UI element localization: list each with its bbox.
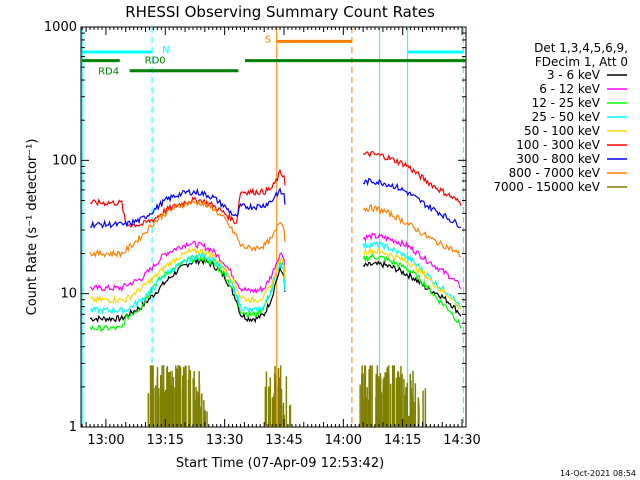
- series-line: [362, 177, 462, 229]
- series-line: [89, 240, 286, 294]
- y-tick-label: 100: [52, 153, 77, 168]
- flag-label: RD4: [98, 67, 119, 78]
- y-tick-label: 10: [60, 287, 77, 302]
- x-tick-label: 13:00: [87, 433, 124, 448]
- legend-label: 100 - 300 keV: [516, 138, 600, 152]
- series-line: [89, 199, 286, 259]
- legend-label: 300 - 800 keV: [516, 152, 600, 166]
- legend-header-line: Det 1,3,4,5,6,9,: [534, 41, 628, 55]
- flag-label: RD0: [145, 56, 166, 67]
- y-axis: 1 10 100 1000: [44, 20, 466, 435]
- series-line: [362, 253, 462, 329]
- series-line: [363, 247, 462, 310]
- legend-label: 3 - 6 keV: [547, 68, 601, 82]
- series-layer: [89, 150, 462, 427]
- flag-label: S: [265, 34, 271, 45]
- legend-label: 6 - 12 keV: [539, 82, 601, 96]
- flag-bars: N S RD0 RD4: [82, 34, 466, 78]
- series-100-300keV-group: [89, 150, 462, 228]
- legend-label: 7000 - 15000 keV: [493, 180, 600, 194]
- legend-label: 25 - 50 keV: [532, 110, 601, 124]
- x-tick-label: 14:15: [384, 433, 421, 448]
- series-800-7000keV-group: [89, 199, 461, 259]
- y-tick-label: 1: [69, 420, 77, 435]
- series-line: [89, 168, 286, 228]
- y-axis-label: Count Rate (s⁻¹ detector⁻¹): [25, 139, 40, 316]
- x-axis-label: Start Time (07-Apr-09 12:53:42): [176, 456, 384, 471]
- series-line: [362, 203, 461, 258]
- legend-label: 50 - 100 keV: [524, 124, 601, 138]
- flag-label: N: [162, 45, 169, 56]
- series-line: [362, 150, 462, 206]
- series-line: [362, 232, 462, 290]
- legend-label: 800 - 7000 keV: [509, 166, 601, 180]
- series-line: [362, 260, 462, 317]
- y-tick-label: 1000: [44, 20, 77, 35]
- x-tick-label: 14:30: [443, 433, 480, 448]
- series-line: [89, 247, 286, 304]
- series-7000-15000keV-group: [147, 365, 427, 427]
- footer-date: 14-Oct-2021 08:54: [560, 469, 636, 478]
- x-axis: 13:00 13:15 13:30 13:45 14:00 14:15 14:30: [81, 27, 481, 448]
- legend: Det 1,3,4,5,6,9,FDecim 1, Att 03 - 6 keV…: [493, 41, 628, 194]
- series-300-800keV-group: [90, 177, 462, 230]
- x-tick-label: 14:00: [325, 433, 362, 448]
- vertical-markers: [81, 27, 464, 427]
- series-6-12keV-group: [89, 232, 462, 294]
- chart-title: RHESSI Observing Summary Count Rates: [125, 3, 435, 21]
- x-tick-label: 13:15: [147, 433, 184, 448]
- series-line: [90, 187, 286, 230]
- legend-label: 12 - 25 keV: [532, 96, 601, 110]
- series-line: [89, 250, 286, 316]
- x-tick-label: 13:45: [265, 433, 302, 448]
- x-tick-label: 13:30: [206, 433, 243, 448]
- series-3-6keV-group: [89, 256, 462, 324]
- plot-frame: [80, 26, 467, 428]
- series-50-100keV-group: [89, 247, 462, 310]
- series-line: [89, 256, 286, 324]
- legend-header-line: FDecim 1, Att 0: [535, 55, 628, 69]
